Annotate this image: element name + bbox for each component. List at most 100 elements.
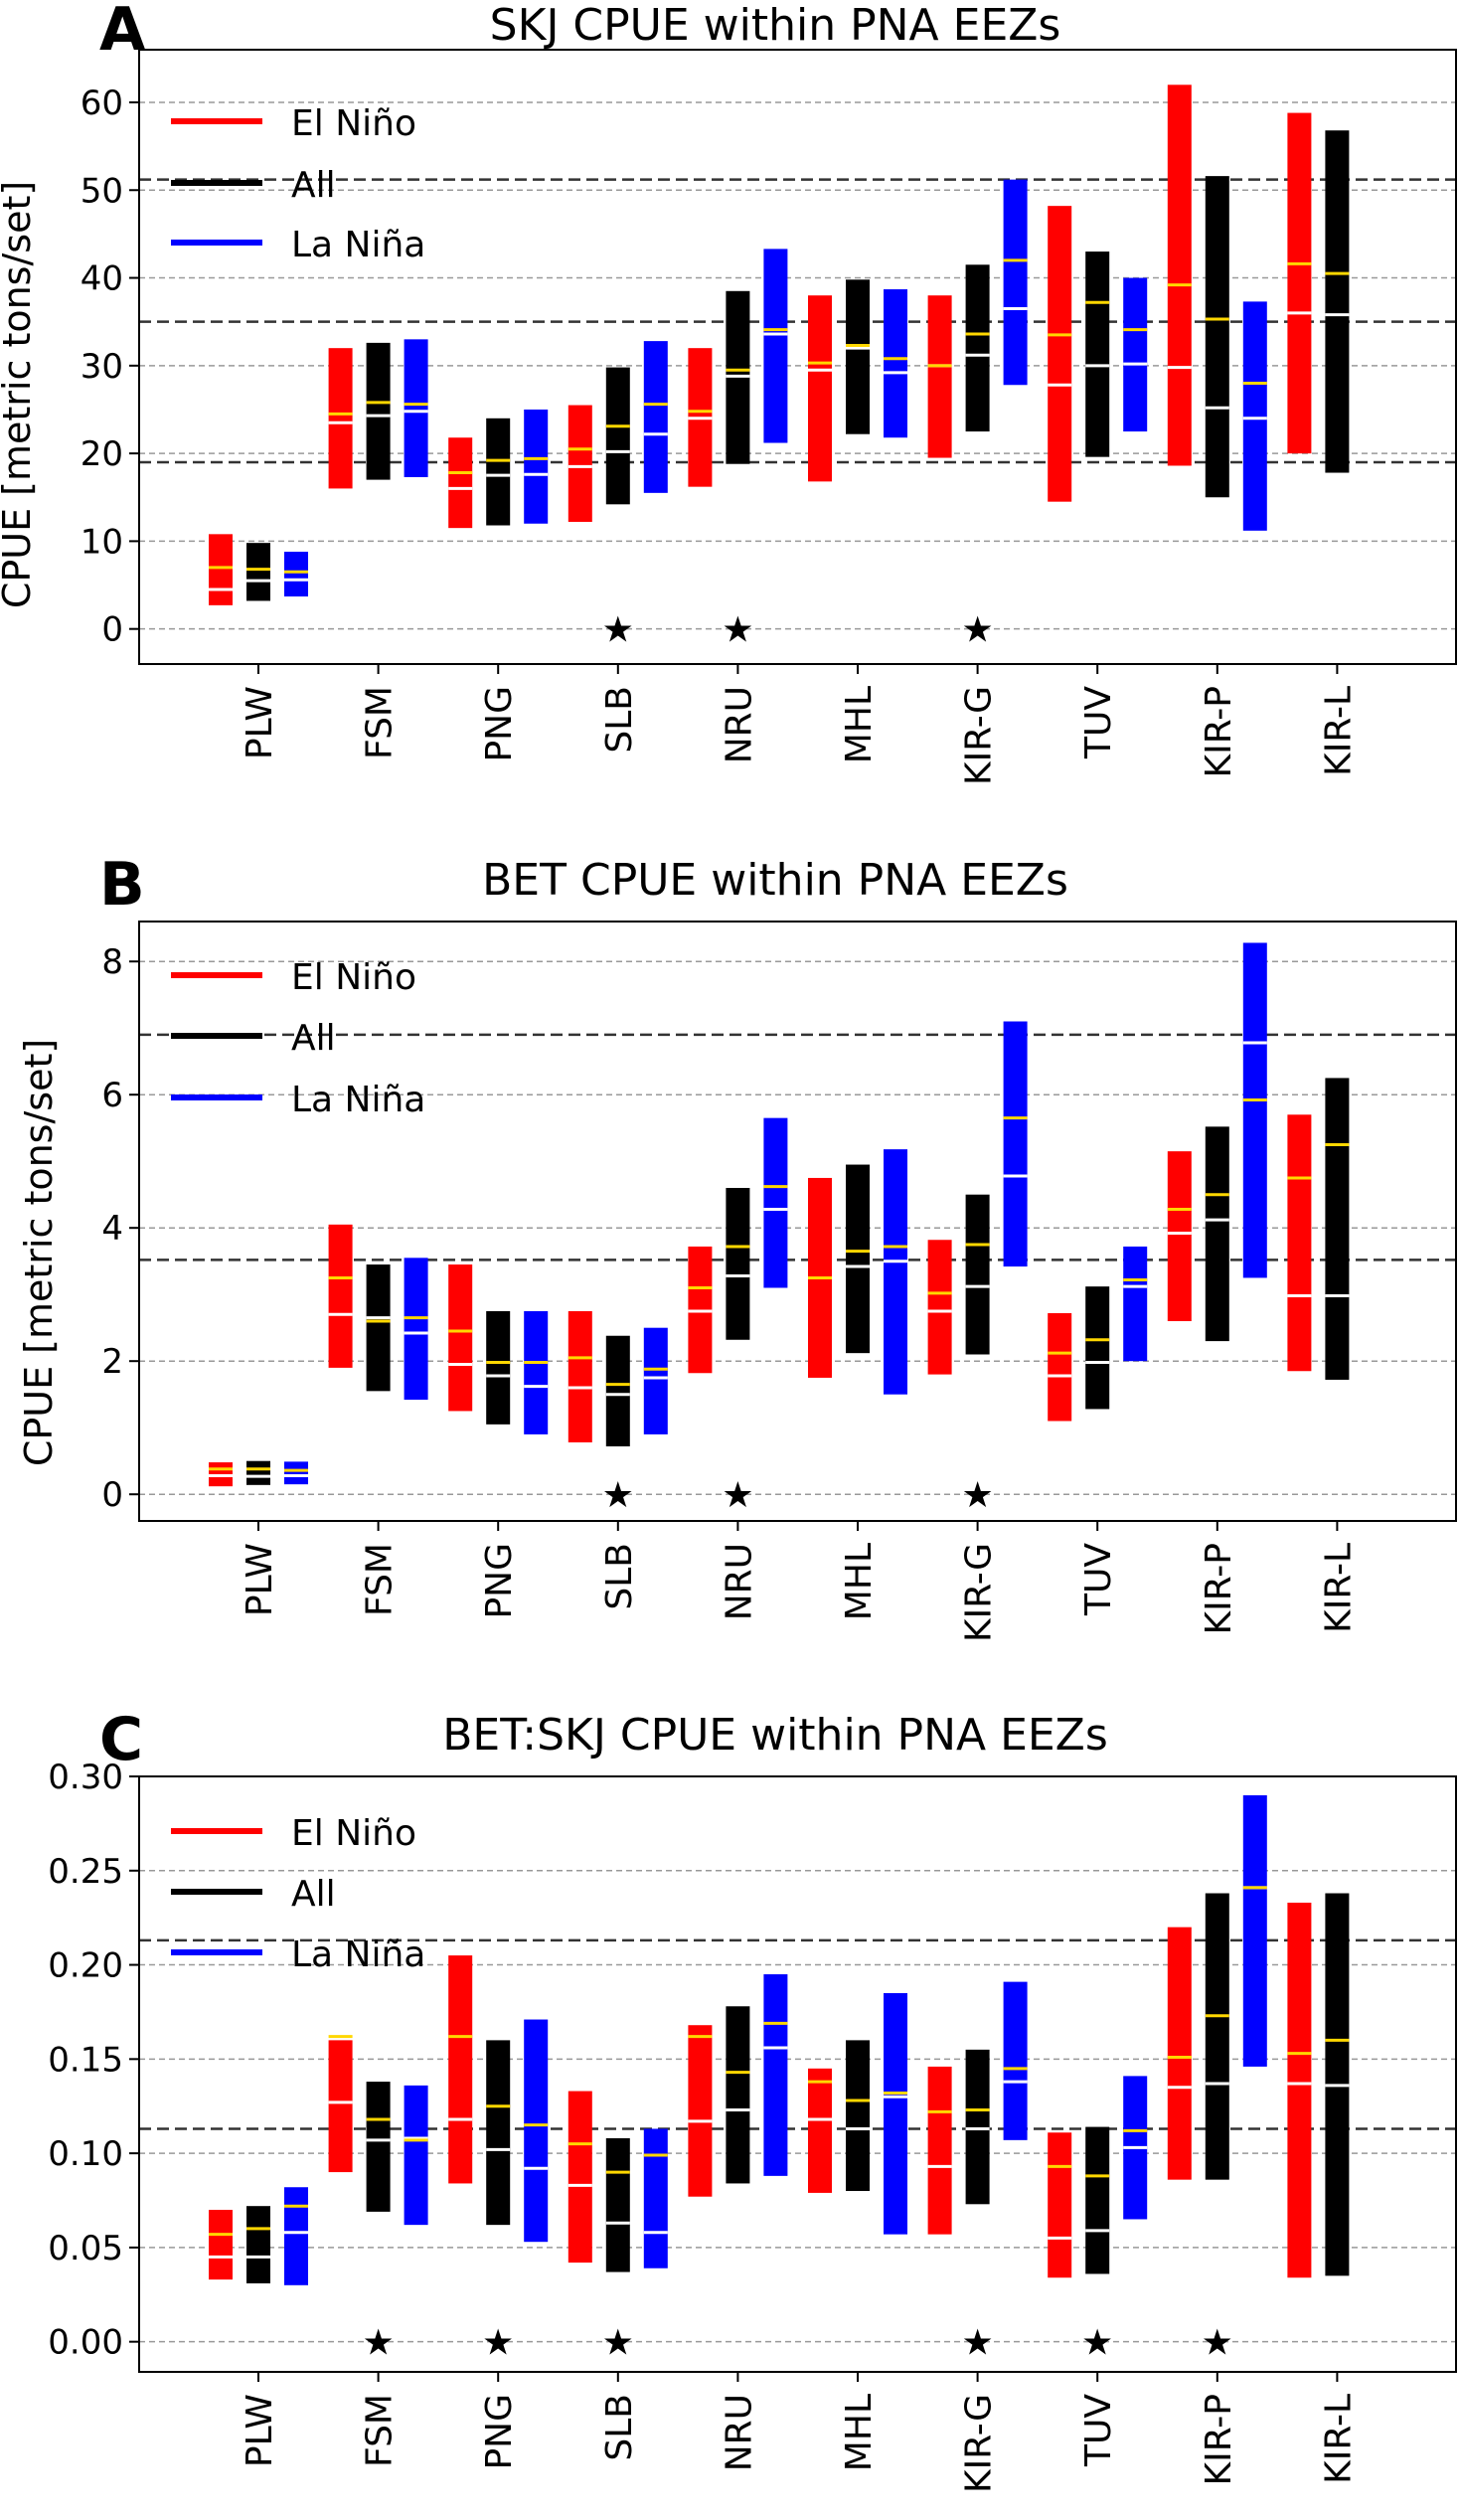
x-tick-label-kir-p: KIR-P [1199,2394,1239,2485]
x-tick-label-plw: PLW [240,2394,280,2467]
bar-la-nina-slb [643,2128,668,2268]
bar-el-nino-kir-l [1287,1114,1312,1372]
bar-el-nino-kir-l [1287,112,1312,454]
panel-b-ylabel: CPUE [metric tons/set] [17,1039,61,1466]
y-tick-label: 0.25 [48,1852,123,1892]
bar-all-plw [246,543,270,601]
bar-el-nino-kir-g [927,295,952,458]
legend-all-label: All [291,165,336,206]
x-tick-label-nru: NRU [719,2394,759,2471]
bar-all-nru [726,1188,750,1340]
x-tick-label-slb: SLB [599,686,640,754]
y-tick-label: 0.15 [48,2040,123,2080]
bar-all-kir-p [1205,1893,1229,2180]
x-tick-label-mhl: MHL [839,1543,880,1620]
legend-el-nino-label: El Niño [291,1813,416,1854]
bar-el-nino-plw [209,534,233,605]
significance-star-png: ★ [482,2323,514,2364]
x-tick-label-slb: SLB [599,2394,640,2461]
y-tick-label: 20 [81,434,123,474]
bar-la-nina-plw [284,551,308,597]
bar-la-nina-mhl [884,289,907,438]
bar-el-nino-tuv [1048,1312,1072,1422]
bar-el-nino-slb [567,1310,592,1442]
bar-la-nina-fsm [404,2085,428,2226]
bar-all-fsm [366,2082,391,2212]
x-tick-label-png: PNG [479,2394,520,2470]
x-tick-label-kir-l: KIR-L [1318,686,1359,776]
significance-star-kir-p: ★ [1202,2323,1233,2364]
bar-all-png [486,1310,511,1425]
panel-b-letter: B [99,850,145,920]
x-tick-label-plw: PLW [240,1543,280,1616]
panel-c-plot: ★ ★ ★ ★ ★ ★ 0.00 0.05 0.10 0.15 0.20 0.25 0.30 PLW FSM… [48,1758,1457,2493]
x-tick-label-mhl: MHL [839,2394,880,2471]
bar-el-nino-plw [209,2209,233,2280]
y-tick-label: 0.05 [48,2229,123,2268]
x-tick-label-kir-g: KIR-G [959,2394,1000,2493]
bar-all-plw [246,2206,270,2283]
y-tick-label: 0 [101,1475,123,1515]
bar-el-nino-tuv [1048,2132,1072,2278]
panel-a-legend: El Niño All La Niña [171,103,425,265]
bar-all-kir-p [1205,1126,1229,1342]
legend-el-nino-label: El Niño [291,103,416,144]
x-tick-label-tuv: TUV [1078,2394,1119,2467]
bar-all-kir-g [965,264,990,432]
bar-la-nina-kir-g [1003,1981,1028,2140]
legend-el-nino-label: El Niño [291,957,416,998]
y-tick-label: 10 [81,522,123,562]
bar-all-slb [605,1335,630,1446]
x-tick-label-plw: PLW [240,686,280,759]
bar-all-png [486,418,511,526]
bar-el-nino-tuv [1048,206,1072,502]
significance-star-slb: ★ [602,610,634,651]
bar-el-nino-fsm [328,1224,353,1368]
panel-a-plot: ★ ★ ★ 0 10 20 30 40 50 60 PLW FSM PNG SLB NRU MHL KIR-G T… [81,49,1457,785]
significance-star-fsm: ★ [362,2323,394,2364]
panel-b-plot: ★ ★ ★ 0 2 4 6 8 PLW FSM PNG SLB NRU MHL KIR-G TUV KIR-P K… [101,921,1457,1642]
bar-la-nina-nru [763,1974,788,2176]
legend-la-nina-label: La Niña [291,1934,425,1975]
bar-la-nina-nru [763,249,788,443]
bar-el-nino-mhl [808,2068,832,2193]
x-tick-label-fsm: FSM [360,2394,401,2467]
bar-all-tuv [1085,1286,1110,1410]
bar-la-nina-fsm [404,339,428,477]
bar-la-nina-png [524,2019,549,2243]
x-tick-label-kir-p: KIR-P [1199,1543,1239,1634]
bar-all-mhl [846,1164,870,1354]
bar-el-nino-fsm [328,348,353,489]
bar-el-nino-kir-p [1167,84,1192,466]
bar-el-nino-slb [567,2091,592,2264]
bar-all-tuv [1085,2126,1110,2274]
bar-la-nina-kir-p [1242,1794,1267,2067]
bar-la-nina-tuv [1123,1246,1148,1362]
bar-all-kir-l [1325,1078,1350,1380]
panel-c-legend: El Niño All La Niña [171,1813,425,1975]
legend-all-label: All [291,1874,336,1915]
bar-el-nino-slb [567,405,592,522]
legend-la-nina-label: La Niña [291,1080,425,1120]
bar-all-kir-l [1325,130,1350,473]
significance-star-kir-g: ★ [961,2323,993,2364]
x-tick-label-fsm: FSM [360,1543,401,1616]
panel-c: C BET:SKJ CPUE within PNA EEZs ★ ★ ★ ★ ★ ★ 0.0… [48,1705,1457,2493]
y-tick-label: 30 [81,347,123,387]
significance-star-nru: ★ [722,1475,753,1516]
bar-la-nina-kir-g [1003,1021,1028,1267]
bar-all-slb [605,2137,630,2272]
y-tick-label: 50 [81,171,123,211]
significance-star-slb: ★ [602,1475,634,1516]
x-tick-label-fsm: FSM [360,686,401,759]
bar-la-nina-slb [643,1327,668,1434]
y-tick-label: 0.20 [48,1946,123,1986]
bar-la-nina-kir-p [1242,301,1267,531]
y-tick-label: 4 [101,1209,123,1249]
y-tick-label: 0.10 [48,2134,123,2174]
bar-el-nino-png [448,437,473,529]
x-tick-label-tuv: TUV [1078,1543,1119,1616]
bar-all-fsm [366,1264,391,1392]
x-tick-label-png: PNG [479,1543,520,1619]
